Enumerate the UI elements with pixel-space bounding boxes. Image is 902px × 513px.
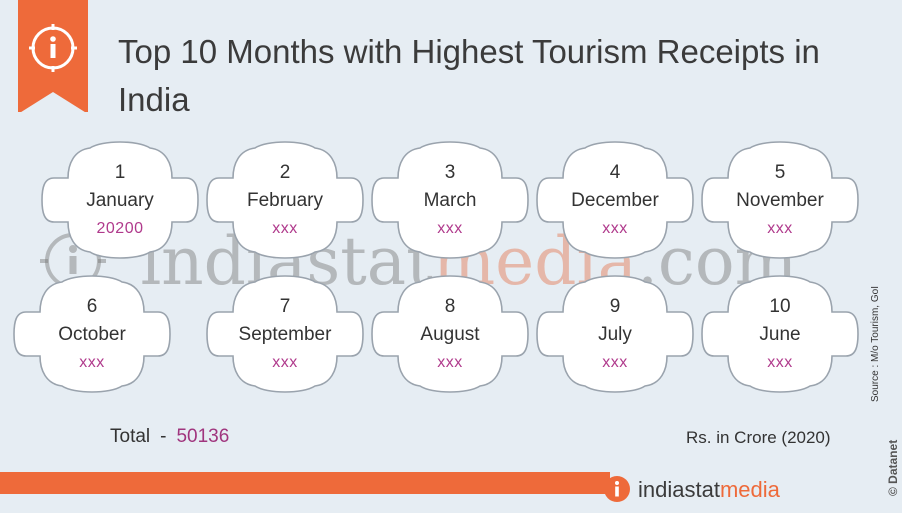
total-label: Total: [110, 426, 151, 447]
total-line: Total -50136: [110, 426, 229, 448]
month-card: 2 February xxx: [205, 138, 365, 262]
footer-bar: [0, 472, 610, 494]
card-rank: 3: [444, 162, 456, 183]
month-card: 9 July xxx: [535, 272, 695, 396]
units-label: Rs. in Crore (2020): [686, 428, 831, 447]
info-icon: [29, 24, 77, 72]
card-rank: 7: [279, 296, 291, 317]
month-card: 3 March xxx: [370, 138, 530, 262]
footer-logo-text: indiastatmedia: [638, 477, 780, 503]
card-shape: [371, 141, 529, 259]
month-card: 4 December xxx: [535, 138, 695, 262]
card-rank: 9: [609, 296, 621, 317]
page-title: Top 10 Months with Highest Tourism Recei…: [118, 33, 820, 118]
month-card: 5 November xxx: [700, 138, 860, 262]
card-rank: 4: [609, 162, 621, 183]
month-card: 10 June xxx: [700, 272, 860, 396]
card-rank: 1: [114, 162, 126, 183]
card-value: xxx: [602, 220, 628, 237]
total-value: 50136: [176, 426, 230, 447]
card-value: xxx: [767, 354, 793, 371]
month-card: 8 August xxx: [370, 272, 530, 396]
card-shape: [13, 275, 171, 393]
ribbon-notch: [18, 92, 88, 114]
total-dash: -: [160, 426, 167, 447]
month-card: 7 September xxx: [205, 272, 365, 396]
month-card: 1 January 20200: [40, 138, 200, 262]
card-month: March: [423, 190, 477, 211]
month-card: 6 October xxx: [12, 272, 172, 396]
card-shape: [41, 141, 199, 259]
footer-logo[interactable]: indiastatmedia: [598, 470, 854, 510]
card-shape: [701, 275, 859, 393]
card-rank: 6: [86, 296, 98, 317]
card-value: xxx: [79, 354, 105, 371]
card-month: June: [759, 324, 801, 345]
card-rank: 8: [444, 296, 456, 317]
card-value: xxx: [437, 354, 463, 371]
footer-logo-prefix: indiastat: [638, 477, 720, 502]
card-month: January: [86, 190, 154, 211]
card-shape: [536, 275, 694, 393]
card-value: xxx: [272, 220, 298, 237]
card-month: September: [238, 324, 332, 345]
datanet-credit: © Datanet: [886, 439, 900, 496]
card-month: October: [58, 324, 126, 345]
card-shape: [371, 275, 529, 393]
footer-logo-accent: media: [719, 477, 780, 502]
card-value: xxx: [437, 220, 463, 237]
card-month: December: [571, 190, 659, 211]
card-shape: [206, 141, 364, 259]
card-value: xxx: [272, 354, 298, 371]
card-shape: [206, 275, 364, 393]
card-value: xxx: [767, 220, 793, 237]
card-rank: 2: [279, 162, 291, 183]
card-shape: [536, 141, 694, 259]
card-month: November: [736, 190, 824, 211]
card-month: July: [598, 324, 632, 345]
card-shape: [701, 141, 859, 259]
footer-info-icon: [604, 476, 630, 502]
source-note: Source : M/o Tourism, GoI: [870, 286, 881, 402]
card-month: February: [246, 190, 324, 211]
card-value: 20200: [96, 220, 144, 237]
card-value: xxx: [602, 354, 628, 371]
card-rank: 5: [774, 162, 786, 183]
card-rank: 10: [769, 296, 791, 317]
card-month: August: [420, 324, 480, 345]
